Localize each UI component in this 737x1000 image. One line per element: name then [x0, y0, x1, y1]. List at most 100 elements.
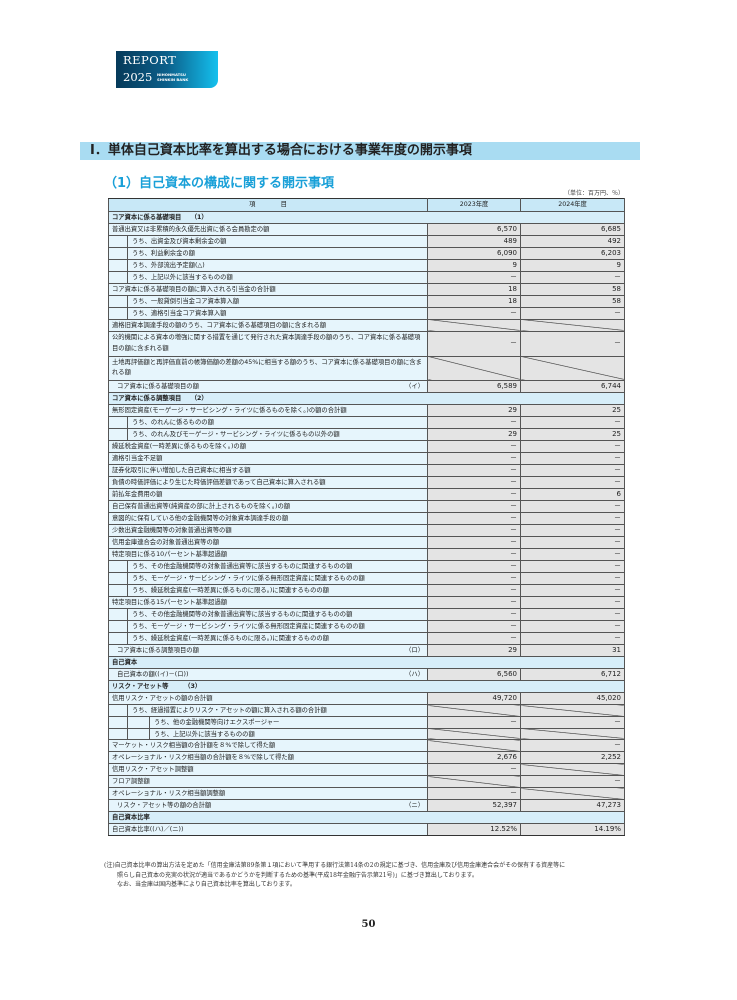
table-row: うち、のれんに係るものの額－－: [108, 416, 625, 430]
table-row: （ニ） リスク・アセット等の額の合計額 52,397 47,273: [108, 799, 625, 813]
row-label: オペレーショナル・リスク相当額の合計額を８%で除して得た額: [108, 751, 428, 765]
table-row: 負債の時価評価により生じた時価評価差額であって自己資本に算入される額 －－: [108, 476, 625, 490]
value-2024: －: [520, 620, 625, 634]
value-2023: －: [427, 536, 521, 550]
row-label-text: うち、出資金及び資本剰余金の額: [127, 236, 427, 247]
value-2023: －: [427, 512, 521, 526]
logo-bank-line1: NIHONMATSU: [157, 72, 187, 77]
row-label: うち、適格引当金コア資本算入額: [108, 306, 428, 320]
table-row: うち、出資金及び資本剰余金の額 489 492: [108, 234, 625, 248]
row-label-text: 公的機関による資本の増強に関する措置を通じて発行された資本調達手段の額のうち、コ…: [112, 334, 421, 352]
capital-composition-table: 項 目 2023年度 2024年度 コア資本に係る基礎項目 （1） 普通出資又は非…: [108, 198, 625, 837]
table-row: うち、上記以外に該当するものの額: [108, 727, 625, 741]
row-label-text: 適格旧資本調達手段の額のうち、コア資本に係る基礎項目の額に含まれる額: [112, 321, 327, 329]
table-row: 普通出資又は非累積的永久優先出資に係る会員勘定の額 6,570 6,685: [108, 222, 625, 236]
value-2023: [427, 775, 521, 789]
unit-label: （単位：百万円、％）: [563, 190, 624, 197]
row-label: 無形固定資産(モーゲージ・サービシング・ライツに係るものを除く。)の額の合計額: [108, 404, 428, 418]
value-2024: －: [520, 476, 625, 490]
value-2024: －: [520, 608, 625, 622]
row-label-text: うち、上記以外に該当するものの額: [149, 729, 427, 739]
indent-guide: [109, 585, 127, 596]
indent-guide: [127, 729, 150, 739]
row-label: 証券化取引に伴い増加した自己資本に相当する額: [108, 464, 428, 478]
value-2023: －: [427, 763, 521, 777]
row-label-text: 信用金庫連合会の対象普通出資等の額: [112, 539, 220, 547]
value-2024: －: [520, 632, 625, 646]
row-label-text: うち、他の金融機関等向けエクスポージャー: [149, 717, 427, 728]
row-label: 負債の時価評価により生じた時価評価差額であって自己資本に算入される額: [108, 476, 428, 490]
value-2024: [520, 704, 625, 717]
value-2023: 2,676: [427, 751, 521, 765]
row-label: （ロ） コア資本に係る調整項目の額: [108, 644, 428, 658]
row-label: 自己資本比率((ハ)／(ニ)): [108, 823, 428, 837]
logo-report-text: REPORT: [123, 53, 177, 67]
value-2023: －: [427, 584, 521, 598]
value-2024: －: [520, 560, 625, 574]
row-label: 普通出資又は非累積的永久優先出資に係る会員勘定の額: [108, 222, 428, 236]
row-label-text: うち、適格引当金コア資本算入額: [127, 308, 427, 319]
value-2023: －: [427, 464, 521, 478]
value-2023: －: [427, 608, 521, 622]
value-2023: 29: [427, 404, 521, 418]
row-label: （ハ） 自己資本の額((イ)－(ロ)): [108, 668, 428, 682]
row-label-text: うち、その他金融機関等の対象普通出資等に該当するものに関連するものの額: [127, 561, 427, 572]
table-row: 特定項目に係る15パーセント基準超過額 －－: [108, 596, 625, 610]
table-row: 信用金庫連合会の対象普通出資等の額 －－: [108, 536, 625, 550]
table-row: 自己保有普通出資等(純資産の部に計上されるものを除く。)の額 －－: [108, 500, 625, 514]
row-label-text: うち、上記以外に該当するものの額: [127, 272, 427, 283]
row-label-text: うち、利益剰余金の額: [127, 248, 427, 259]
row-label: うち、出資金及び資本剰余金の額: [108, 234, 428, 248]
table-row: コア資本に係る基礎項目の額に算入される引当金の合計額 18 58: [108, 282, 625, 296]
row-tag: （ハ）: [405, 671, 424, 679]
value-2023: 9: [427, 258, 521, 272]
value-2024: －: [520, 512, 625, 526]
table-row: 特定項目に係る10パーセント基準超過額 －－: [108, 548, 625, 562]
value-2024: －: [520, 715, 625, 729]
row-label-text: 適格引当金不足額: [112, 455, 163, 463]
row-label-text: 土地再評価額と再評価直前の帳簿価額の差額の45%に相当する額のうち、コア資本に係…: [112, 358, 422, 377]
value-2024: [520, 355, 625, 382]
indent-guide: [109, 705, 127, 716]
value-2023: －: [427, 548, 521, 562]
row-label-text: マーケット・リスク相当額の合計額を８%で除して得た額: [112, 742, 276, 750]
value-2023: －: [427, 632, 521, 646]
table-row: うち、のれん及びモーゲージ・サービシング・ライツに係るもの以外の額 29 25: [108, 428, 625, 442]
row-label-text: 信用リスク・アセットの額の合計額: [112, 695, 213, 703]
row-label-text: 自己資本比率((ハ)／(ニ)): [112, 826, 184, 834]
table-row: 信用リスク・アセット調整額 －: [108, 763, 625, 777]
value-2023: 18: [427, 282, 521, 296]
row-label-text: うち、繰延税金資産(一時差異に係るものに限る。)に関連するものの額: [127, 585, 427, 596]
row-label-text: 意図的に保有している他の金融機関等の対象資本調達手段の額: [112, 515, 289, 523]
value-2024: －: [520, 572, 625, 586]
value-2024: 25: [520, 428, 625, 442]
indent-guide: [109, 429, 127, 440]
value-2023: －: [427, 440, 521, 454]
section-row: コア資本に係る基礎項目 （1）: [108, 210, 625, 224]
row-label: うち、繰延税金資産(一時差異に係るものに限る。)に関連するものの額: [108, 632, 428, 646]
indent-guide: [109, 609, 127, 620]
row-label-text: 無形固定資産(モーゲージ・サービシング・ライツに係るものを除く。)の額の合計額: [112, 407, 347, 415]
row-label-text: オペレーショナル・リスク相当額の合計額を８%で除して得た額: [112, 754, 294, 762]
indent-guide: [109, 308, 127, 319]
value-2024: 6,685: [520, 222, 625, 236]
section-row: 自己資本: [108, 656, 625, 670]
value-2024: 31: [520, 644, 625, 658]
indent-guide: [109, 417, 127, 428]
table-row: うち、モーゲージ・サービシング・ライツに係る無形固定資産に関連するものの額－－: [108, 620, 625, 634]
value-2023: 29: [427, 644, 521, 658]
table-row: 公的機関による資本の増強に関する措置を通じて発行された資本調達手段の額のうち、コ…: [108, 330, 625, 357]
row-label: うち、上記以外に該当するものの額: [108, 270, 428, 284]
value-2023: [427, 318, 521, 332]
value-2023: －: [427, 416, 521, 430]
row-label: 公的機関による資本の増強に関する措置を通じて発行された資本調達手段の額のうち、コ…: [108, 330, 428, 357]
table-row: うち、その他金融機関等の対象普通出資等に該当するものに関連するものの額－－: [108, 608, 625, 622]
value-2024: 6: [520, 488, 625, 502]
row-label: 特定項目に係る15パーセント基準超過額: [108, 596, 428, 610]
table-row: （ハ） 自己資本の額((イ)－(ロ)) 6,560 6,712: [108, 668, 625, 682]
indent-guide: [109, 296, 127, 307]
table-row: 自己資本比率((ハ)／(ニ)) 12.52% 14.19%: [108, 823, 625, 837]
table-row: うち、繰延税金資産(一時差異に係るものに限る。)に関連するものの額－－: [108, 584, 625, 598]
section-row: 自己資本比率: [108, 811, 625, 825]
value-2023: 489: [427, 234, 521, 248]
